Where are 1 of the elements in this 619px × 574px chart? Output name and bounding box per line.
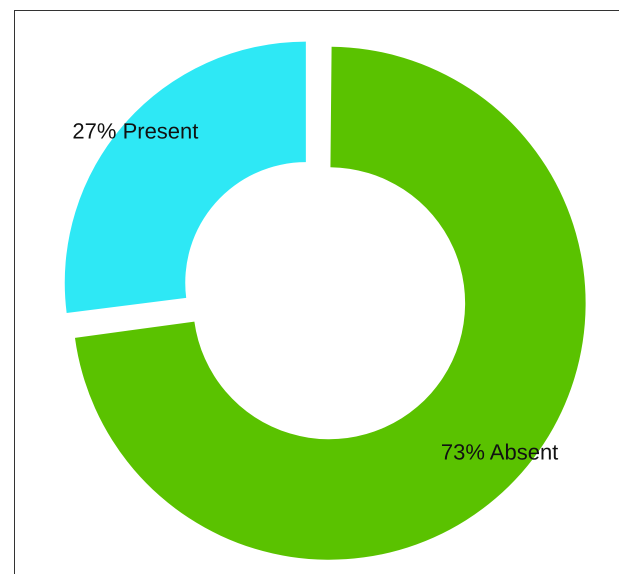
slice-label: 27% Present (72, 118, 198, 144)
